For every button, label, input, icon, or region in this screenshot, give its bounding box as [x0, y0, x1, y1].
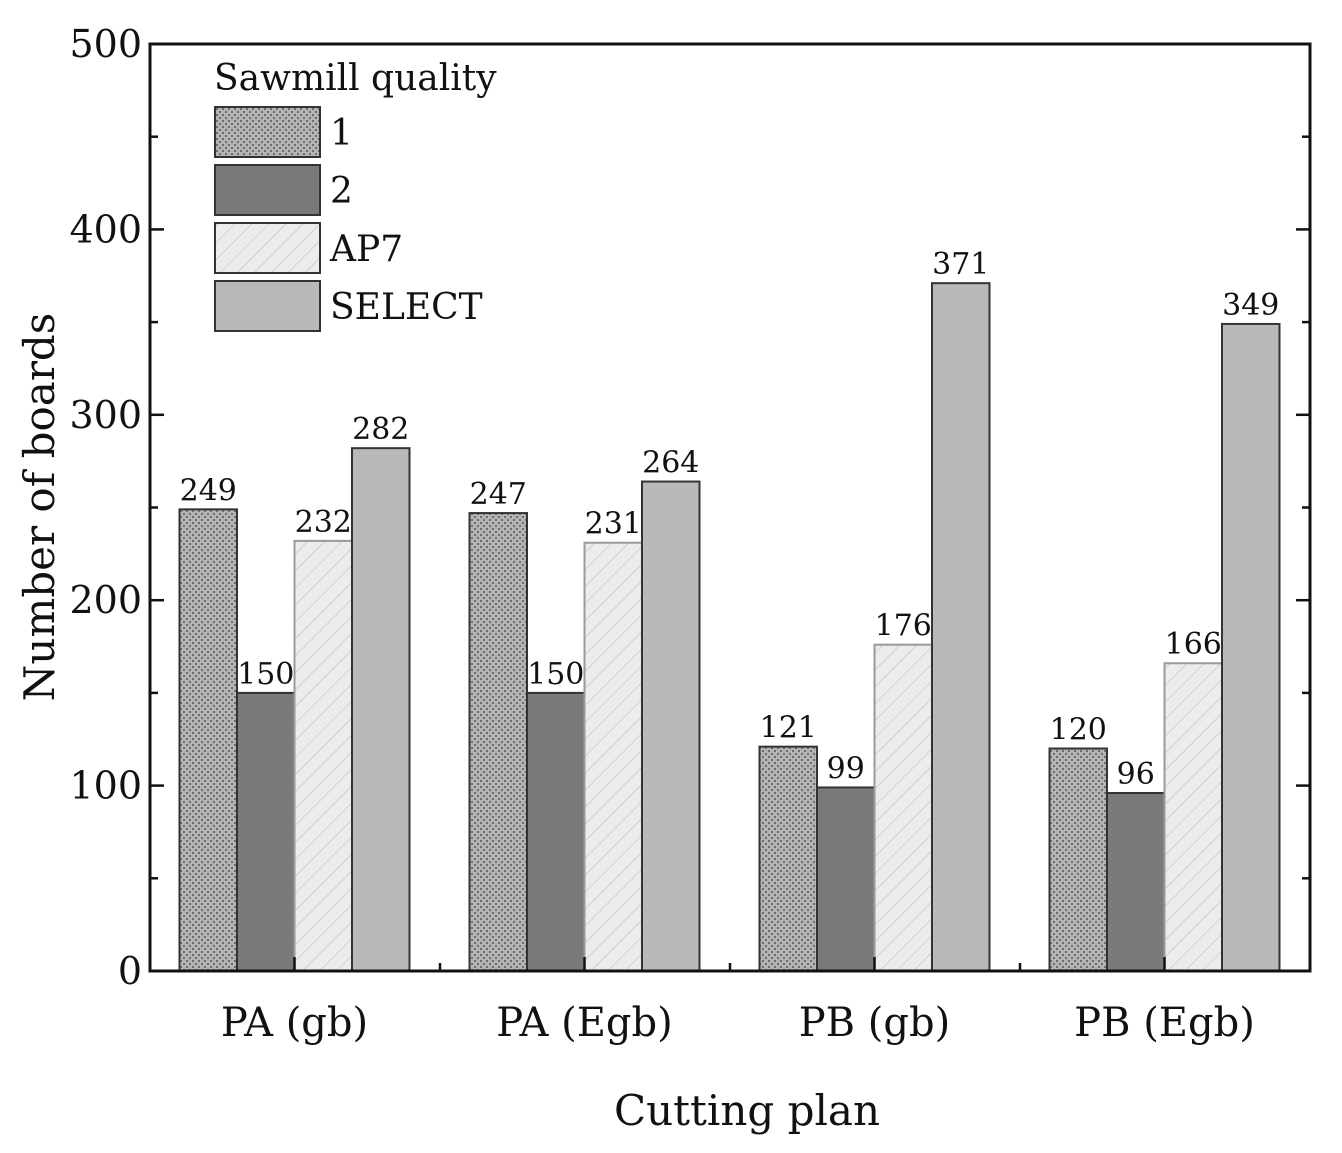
legend-swatch-2 — [214, 164, 321, 216]
bar-ap7-2 — [873, 643, 933, 972]
legend-swatch-1 — [214, 106, 321, 158]
y-axis-label: Number of boards — [15, 313, 64, 702]
bar-select-3 — [1221, 322, 1281, 973]
bar-select-2 — [931, 282, 991, 972]
data-label: 166 — [1165, 627, 1222, 662]
x-tick-label: PA (Egb) — [496, 1000, 672, 1046]
data-label: 99 — [827, 751, 865, 786]
data-label: 282 — [352, 412, 409, 447]
bar-2-1 — [526, 691, 586, 973]
bar-1-1 — [468, 512, 528, 972]
legend-label-select: SELECT — [330, 287, 483, 328]
bar-ap7-0 — [293, 539, 353, 972]
data-label: 232 — [295, 505, 352, 540]
data-label: 120 — [1050, 713, 1107, 748]
data-label: 121 — [760, 711, 817, 746]
legend-title: Sawmill quality — [214, 58, 497, 99]
x-axis-label: Cutting plan — [614, 1086, 880, 1135]
bar-1-0 — [178, 508, 238, 972]
data-label: 96 — [1117, 757, 1155, 792]
data-label: 371 — [932, 247, 989, 282]
x-tick-label: PB (Egb) — [1074, 1000, 1255, 1046]
legend-swatch-select — [214, 280, 321, 332]
data-label: 264 — [642, 446, 699, 481]
y-tick-label: 500 — [69, 22, 142, 66]
y-tick-label: 400 — [69, 207, 142, 251]
data-label: 349 — [1222, 288, 1279, 323]
legend-swatch-ap7 — [214, 222, 321, 274]
y-tick-label: 200 — [69, 578, 142, 622]
legend-label-ap7: AP7 — [329, 229, 403, 270]
data-label: 176 — [875, 609, 932, 644]
data-label: 231 — [585, 507, 642, 542]
bar-ap7-3 — [1163, 662, 1223, 973]
x-tick-label: PB (gb) — [799, 1000, 950, 1046]
legend-label-1: 1 — [330, 113, 353, 154]
legend-label-2: 2 — [330, 171, 353, 212]
data-label: 249 — [180, 473, 237, 508]
bar-1-3 — [1048, 747, 1108, 973]
bar-2-3 — [1106, 792, 1166, 972]
plot-frame — [148, 42, 1312, 973]
bar-2-2 — [816, 786, 876, 972]
bar-2-0 — [236, 691, 296, 973]
data-label: 150 — [237, 657, 294, 692]
y-tick-label: 100 — [69, 764, 142, 808]
bar-1-2 — [758, 745, 818, 973]
x-tick-label: PA (gb) — [221, 1000, 368, 1046]
y-tick-label: 300 — [69, 393, 142, 437]
data-label: 150 — [527, 657, 584, 692]
bar-select-1 — [641, 480, 701, 972]
y-tick-label: 0 — [118, 949, 142, 993]
bar-ap7-1 — [583, 541, 643, 972]
bar-select-0 — [351, 447, 411, 972]
data-label: 247 — [470, 477, 527, 512]
legend: Sawmill quality 1 2 AP7 SELECT — [214, 58, 497, 332]
